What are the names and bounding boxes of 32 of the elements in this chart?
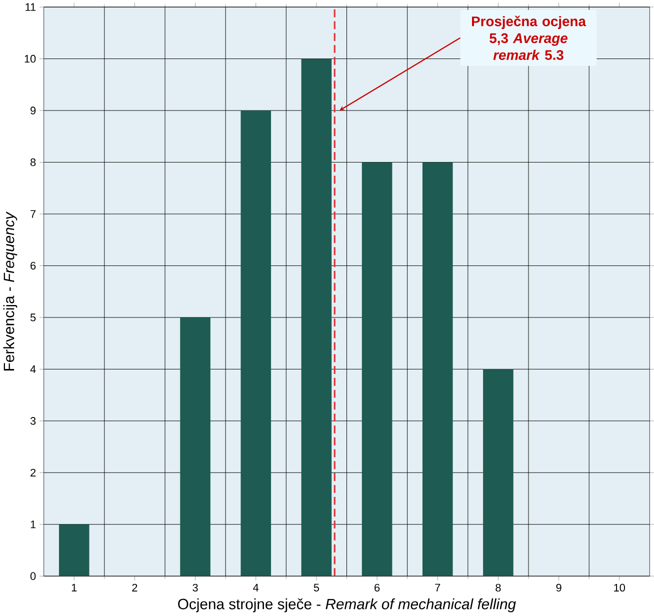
y-tick-label: 3 <box>30 417 36 425</box>
y-tick-label: 9 <box>30 106 36 115</box>
bar <box>483 369 514 576</box>
x-tick-label: 4 <box>253 584 259 592</box>
x-tick-label: 5 <box>314 584 320 592</box>
y-tick-label: 0 <box>30 572 36 580</box>
x-tick-label: 2 <box>132 584 138 592</box>
y-axis-title: Ferkvencija - Frequency <box>3 212 18 371</box>
y-tick-label: 5 <box>30 314 36 322</box>
x-tick-label: 3 <box>192 584 198 592</box>
x-tick-label: 6 <box>374 584 380 592</box>
y-tick-label: 8 <box>30 158 36 166</box>
y-tick-label: 10 <box>24 55 36 63</box>
x-axis-title: Ocjena strojne sječe - Remark of mechanical felling <box>178 598 516 612</box>
bar <box>362 162 392 576</box>
y-tick-label: 1 <box>30 520 36 528</box>
bar <box>240 110 272 576</box>
x-tick-label: 7 <box>435 584 440 592</box>
x-tick-label: 9 <box>556 584 562 592</box>
bar <box>301 59 332 576</box>
y-tick-label: 4 <box>30 366 36 374</box>
x-tick-label: 10 <box>614 584 626 592</box>
annotation: Prosječna ocjena 5,3 Average remark 5.3 <box>472 16 586 60</box>
bar <box>422 162 453 576</box>
y-tick-label: 6 <box>30 262 36 270</box>
x-tick-label: 1 <box>72 584 77 592</box>
y-tick-label: 11 <box>26 4 36 12</box>
x-tick-label: 8 <box>496 584 501 592</box>
bar <box>180 318 210 576</box>
y-tick-label: 7 <box>30 210 36 218</box>
y-tick-label: 2 <box>30 469 36 477</box>
bar <box>58 524 90 576</box>
